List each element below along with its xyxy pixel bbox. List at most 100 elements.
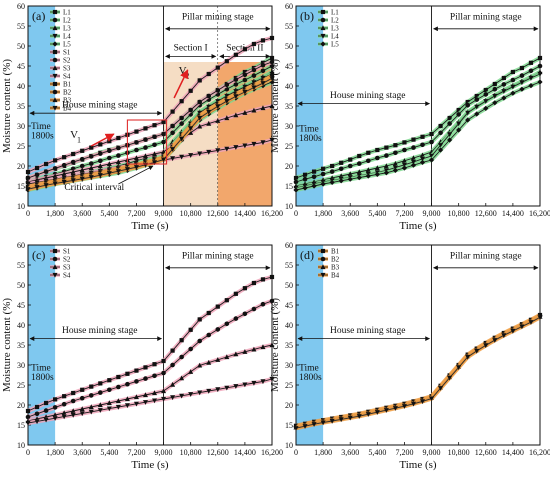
data-point: [402, 147, 407, 153]
v1-subscript: 1: [77, 135, 81, 144]
data-point: [374, 165, 380, 171]
series-L5: [293, 79, 543, 193]
data-point: [392, 406, 398, 411]
legend-label: B3: [331, 263, 340, 271]
data-point: [97, 408, 103, 413]
data-point: [383, 170, 389, 176]
data-point: [242, 382, 248, 388]
data-point: [420, 152, 426, 158]
legend-label: B4: [331, 271, 340, 279]
data-point: [71, 151, 76, 157]
y-tick-label: 45: [17, 301, 25, 310]
data-point: [206, 109, 212, 115]
data-point: [411, 137, 416, 142]
data-point: [206, 149, 212, 155]
data-point: [170, 362, 175, 368]
data-point: [224, 354, 230, 360]
data-point: [61, 171, 67, 177]
data-point: [456, 365, 462, 371]
data-point: [269, 35, 275, 41]
data-point: [25, 408, 31, 414]
data-point: [97, 163, 103, 169]
data-point: [365, 412, 371, 417]
data-point: [25, 414, 31, 420]
legend-marker: [52, 65, 58, 71]
series-line: [27, 344, 273, 422]
y-tick-label: 15: [17, 182, 25, 191]
x-tick-label: 7,200: [127, 209, 145, 218]
data-point: [510, 328, 516, 334]
data-point: [179, 338, 184, 343]
data-point: [43, 183, 49, 188]
series-L1: [293, 55, 543, 181]
data-point: [197, 390, 203, 396]
data-point: [260, 344, 266, 350]
critical-interval-label: Critical interval: [64, 183, 124, 193]
data-point: [242, 143, 248, 149]
data-point: [62, 155, 67, 160]
house-stage-label: House mining stage: [330, 91, 405, 101]
data-point: [260, 68, 266, 74]
data-point: [197, 362, 203, 368]
data-point: [125, 371, 130, 376]
data-point: [338, 417, 344, 423]
data-point: [52, 416, 58, 421]
data-point: [356, 161, 362, 166]
y-tick-label: 35: [17, 341, 25, 350]
data-point: [70, 169, 76, 175]
data-point: [206, 93, 212, 99]
data-point: [492, 100, 498, 106]
data-point: [251, 107, 257, 113]
panel-3: 0 1,800 3,600 5,400 7,200 9,000 10,800 12,600 14…: [269, 241, 550, 471]
data-point: [197, 338, 203, 344]
data-point: [242, 110, 248, 115]
data-point: [107, 139, 112, 144]
time-value: 1800s: [299, 134, 322, 144]
data-point: [428, 157, 435, 163]
y-tick-label: 10: [285, 441, 293, 450]
data-point: [269, 76, 275, 82]
data-point: [125, 381, 130, 387]
data-point: [347, 163, 353, 169]
data-point: [152, 362, 157, 367]
y-tick-label: 35: [285, 102, 293, 111]
legend-marker: [52, 272, 58, 278]
legend-marker: [320, 272, 326, 278]
data-point: [429, 131, 434, 137]
data-point: [97, 402, 103, 408]
data-point: [501, 75, 506, 81]
data-point: [375, 155, 380, 161]
x-tick-label: 1,800: [46, 448, 64, 457]
data-point: [170, 348, 175, 353]
data-point: [206, 332, 212, 338]
data-point: [260, 81, 266, 86]
data-point: [224, 385, 230, 391]
data-point: [215, 357, 221, 362]
time-value: 1800s: [31, 131, 54, 141]
legend-marker: [52, 17, 58, 23]
data-point: [233, 145, 239, 150]
legend-marker: [320, 264, 326, 270]
data-point: [251, 80, 257, 86]
data-point: [152, 134, 157, 140]
data-point: [392, 167, 399, 173]
y-tick-label: 30: [17, 361, 25, 370]
data-point: [152, 142, 157, 148]
data-point: [124, 167, 130, 172]
y-tick-label: 20: [17, 162, 25, 171]
data-point: [410, 159, 416, 165]
data-point: [215, 118, 221, 123]
y-tick-label: 50: [285, 42, 293, 51]
data-point: [242, 286, 247, 291]
data-point: [311, 169, 317, 174]
data-point: [320, 181, 326, 187]
x-tick-label: 10,800: [180, 448, 202, 457]
data-point: [161, 358, 166, 364]
y-tick-label: 20: [285, 162, 293, 171]
x-tick-label: 14,400: [502, 448, 524, 457]
data-point: [88, 404, 94, 410]
data-point: [233, 351, 239, 357]
y-tick-label: 35: [17, 102, 25, 111]
x-axis-label: Time (s): [131, 220, 169, 232]
